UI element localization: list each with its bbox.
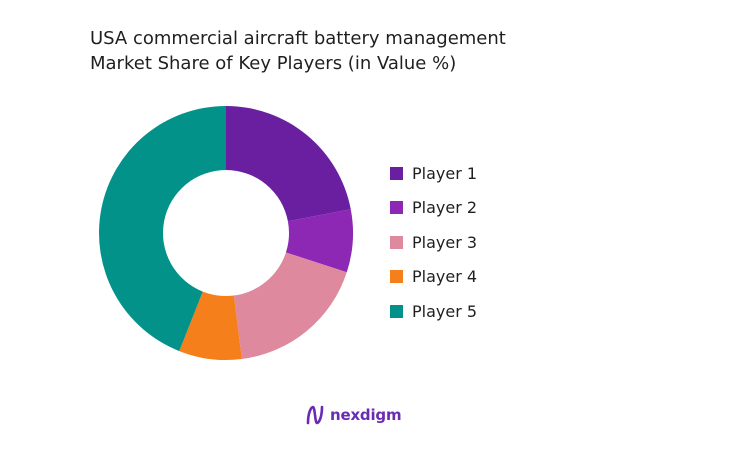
legend-item-1: Player 1 [390, 156, 477, 191]
legend-label: Player 3 [412, 232, 478, 252]
legend-label: Player 1 [412, 163, 478, 183]
chart-title-line-1: USA commercial aircraft battery manageme… [90, 28, 506, 49]
legend-label: Player 2 [412, 198, 478, 218]
legend-item-4: Player 4 [390, 260, 477, 295]
legend-swatch [390, 270, 403, 284]
chart-title: USA commercial aircraft battery manageme… [90, 26, 506, 76]
logo-text: nexdigm [330, 406, 402, 424]
donut-slice-5 [99, 106, 226, 352]
donut-slice-1 [226, 106, 351, 222]
nexdigm-logo-icon [306, 405, 324, 425]
legend-item-3: Player 3 [390, 225, 477, 260]
donut-slice-2 [285, 209, 354, 273]
legend-swatch [390, 201, 403, 215]
chart-legend: Player 1 Player 2 Player 3 Player 4 Player 5 [390, 156, 477, 329]
legend-swatch [390, 235, 403, 249]
legend-label: Player 5 [412, 301, 478, 321]
legend-item-2: Player 2 [390, 191, 477, 226]
chart-title-line-2: Market Share of Key Players (in Value %) [90, 53, 457, 74]
donut-slice-4 [179, 291, 242, 360]
donut-slice-3 [233, 252, 347, 359]
legend-item-5: Player 5 [390, 294, 477, 329]
legend-label: Player 4 [412, 267, 478, 287]
legend-swatch [390, 304, 403, 318]
nexdigm-logo: nexdigm [305, 404, 402, 426]
legend-swatch [390, 166, 403, 180]
